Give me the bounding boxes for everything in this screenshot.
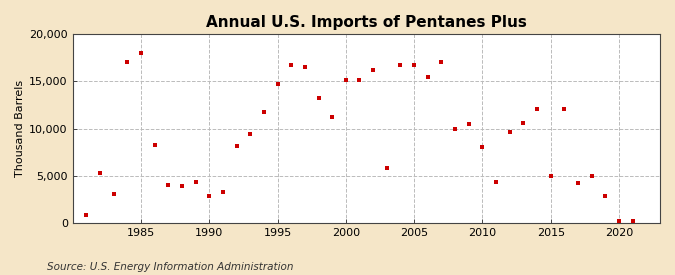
Point [504, 130, 515, 134]
Point [95, 171, 105, 175]
Point [340, 78, 351, 82]
Point [272, 82, 283, 86]
Point [231, 143, 242, 148]
Title: Annual U.S. Imports of Pentanes Plus: Annual U.S. Imports of Pentanes Plus [206, 15, 526, 30]
Point [627, 219, 638, 224]
Point [136, 51, 146, 55]
Point [518, 121, 529, 125]
Point [491, 179, 502, 184]
Point [204, 194, 215, 198]
Point [477, 145, 488, 150]
Point [572, 181, 583, 186]
Point [395, 63, 406, 67]
Point [286, 63, 296, 67]
Point [163, 183, 173, 188]
Point [532, 106, 543, 111]
Point [108, 192, 119, 196]
Point [149, 142, 160, 147]
Point [354, 78, 365, 82]
Point [259, 109, 269, 114]
Point [300, 65, 310, 69]
Point [463, 122, 474, 126]
Point [190, 179, 201, 184]
Point [600, 194, 611, 198]
Point [423, 75, 433, 80]
Text: Source: U.S. Energy Information Administration: Source: U.S. Energy Information Administ… [47, 262, 294, 272]
Point [381, 166, 392, 170]
Point [587, 174, 597, 178]
Point [327, 115, 338, 119]
Point [81, 212, 92, 217]
Point [217, 190, 228, 194]
Point [436, 60, 447, 65]
Point [245, 132, 256, 136]
Point [450, 126, 460, 131]
Point [409, 63, 420, 67]
Point [559, 106, 570, 111]
Point [368, 68, 379, 72]
Point [614, 219, 624, 224]
Y-axis label: Thousand Barrels: Thousand Barrels [15, 80, 25, 177]
Point [545, 174, 556, 178]
Point [313, 96, 324, 100]
Point [177, 184, 188, 188]
Point [122, 60, 133, 65]
